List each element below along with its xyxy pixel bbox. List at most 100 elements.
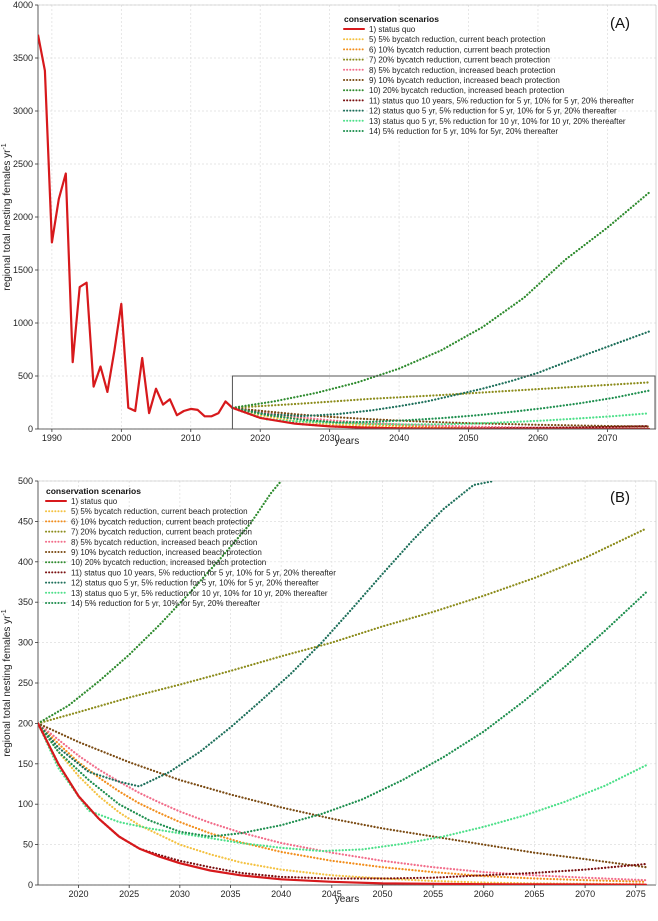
legend-entry: 1) status quo (71, 497, 118, 506)
x-axis-label: years (335, 436, 359, 447)
legend-entry: 12) status quo 5 yr, 5% reduction for 5 … (369, 107, 617, 116)
y-tick-label: 3500 (13, 53, 33, 63)
inset-box (231, 375, 656, 430)
y-axis-label-text: regional total nesting females yr (2, 615, 13, 757)
legend-entry: 9) 10% bycatch reduction, increased beac… (71, 548, 262, 557)
x-tick-label: 2065 (524, 889, 544, 899)
legend-entry: 9) 10% bycatch reduction, increased beac… (369, 76, 560, 85)
x-tick-label: 2045 (322, 889, 342, 899)
y-axis-label: regional total nesting females yr-1 (1, 143, 13, 291)
x-tick-label: 2035 (220, 889, 240, 899)
x-tick-label: 1990 (42, 433, 62, 443)
x-tick-label: 2060 (528, 433, 548, 443)
x-tick-label: 2010 (181, 433, 201, 443)
y-tick-label: 350 (18, 597, 33, 607)
series-line-s12 (38, 481, 495, 788)
legend-entry: 14) 5% reduction for 5 yr, 10% for 5yr, … (369, 127, 558, 136)
series-line-s13 (231, 406, 651, 426)
legend-title: conservation scenarios (344, 14, 439, 24)
observed-line-status-quo (38, 34, 234, 418)
legend-entry: 6) 10% bycatch reduction, current beach … (71, 517, 252, 526)
legend-entry: 12) status quo 5 yr, 5% reduction for 5 … (71, 579, 319, 588)
series-line-s9 (38, 722, 647, 869)
legend-entry: 6) 10% bycatch reduction, current beach … (369, 45, 550, 54)
series-line-s13 (38, 722, 647, 853)
y-tick-label: 2500 (13, 159, 33, 169)
legend-entry: 11) status quo 10 years, 5% reduction fo… (71, 568, 336, 577)
legend-entry: 7) 20% bycatch reduction, current beach … (71, 528, 252, 537)
x-tick-label: 2040 (271, 889, 291, 899)
x-tick-label: 2060 (474, 889, 494, 899)
y-axis-label-superscript: -1 (1, 143, 8, 149)
legend-entry: 7) 20% bycatch reduction, current beach … (369, 56, 550, 65)
legend-title: conservation scenarios (46, 486, 141, 496)
y-tick-label: 150 (18, 759, 33, 769)
y-tick-label: 2000 (13, 212, 33, 222)
series-line-s14 (231, 389, 651, 424)
series-line-s12 (231, 330, 651, 418)
panel-label: (B) (610, 489, 630, 506)
x-axis-label: years (335, 894, 359, 905)
plot-area (38, 34, 651, 429)
x-tick-label: 2050 (372, 889, 392, 899)
x-tick-label: 2070 (597, 433, 617, 443)
y-tick-label: 400 (18, 557, 33, 567)
series-line-s6 (38, 722, 647, 883)
series-line-s10 (38, 481, 283, 725)
legend-entry: 1) status quo (369, 25, 416, 34)
y-tick-label: 4000 (13, 0, 33, 10)
gridlines (38, 4, 656, 430)
y-tick-label: 250 (18, 678, 33, 688)
legend-entry: 10) 20% bycatch reduction, increased bea… (369, 86, 564, 95)
y-axis-label: regional total nesting females yr-1 (1, 609, 13, 757)
legend-entry: 14) 5% reduction for 5 yr, 10% for 5yr, … (71, 599, 260, 608)
series-line-s7 (231, 381, 651, 409)
y-tick-label: 500 (18, 371, 33, 381)
legend-entry: 13) status quo 5 yr, 5% reduction for 10… (369, 117, 626, 126)
y-tick-label: 50 (23, 840, 33, 850)
y-tick-label: 3000 (13, 106, 33, 116)
x-tick-label: 2070 (575, 889, 595, 899)
x-tick-label: 2075 (626, 889, 646, 899)
x-tick-label: 2040 (389, 433, 409, 443)
series-line-s14 (38, 591, 647, 838)
x-tick-label: 2050 (459, 433, 479, 443)
series-line-s7 (38, 527, 647, 725)
y-tick-label: 1000 (13, 318, 33, 328)
legend-entry: 11) status quo 10 years, 5% reduction fo… (369, 96, 634, 105)
y-tick-label: 0 (28, 424, 33, 434)
y-tick-label: 0 (28, 880, 33, 890)
x-tick-label: 2020 (69, 889, 89, 899)
legend-entry: 5) 5% bycatch reduction, current beach p… (71, 507, 248, 516)
legend-entry: 8) 5% bycatch reduction, increased beach… (71, 538, 257, 547)
series-line-s10 (231, 191, 651, 409)
legend-entry: 5) 5% bycatch reduction, current beach p… (369, 35, 546, 44)
legend-entry: 10) 20% bycatch reduction, increased bea… (71, 558, 266, 567)
panel-a: 1990 2000 2010 2020 2030 2040 2050 2060 2070 0 500… (1, 0, 657, 447)
y-axis-label-superscript: -1 (1, 609, 8, 615)
x-tick-label: 2000 (111, 433, 131, 443)
x-tick-label: 2030 (170, 889, 190, 899)
y-axis-label-text: regional total nesting females yr (2, 149, 13, 291)
y-tick-label: 1500 (13, 265, 33, 275)
series-line-s8 (38, 722, 647, 882)
legend-entry: 8) 5% bycatch reduction, increased beach… (369, 66, 555, 75)
legend-entry: 13) status quo 5 yr, 5% reduction for 10… (71, 589, 328, 598)
x-tick-label: 2030 (320, 433, 340, 443)
series-line-s5 (38, 722, 647, 885)
y-tick-label: 450 (18, 516, 33, 526)
y-tick-label: 300 (18, 638, 33, 648)
panel-label: (A) (610, 15, 630, 32)
y-tick-label: 100 (18, 799, 33, 809)
x-tick-label: 2025 (119, 889, 139, 899)
y-tick-label: 500 (18, 476, 33, 486)
x-tick-label: 2020 (250, 433, 270, 443)
y-tick-label: 200 (18, 718, 33, 728)
series-line-status_quo (38, 722, 647, 885)
plot-area (38, 481, 647, 885)
x-tick-label: 2055 (423, 889, 443, 899)
